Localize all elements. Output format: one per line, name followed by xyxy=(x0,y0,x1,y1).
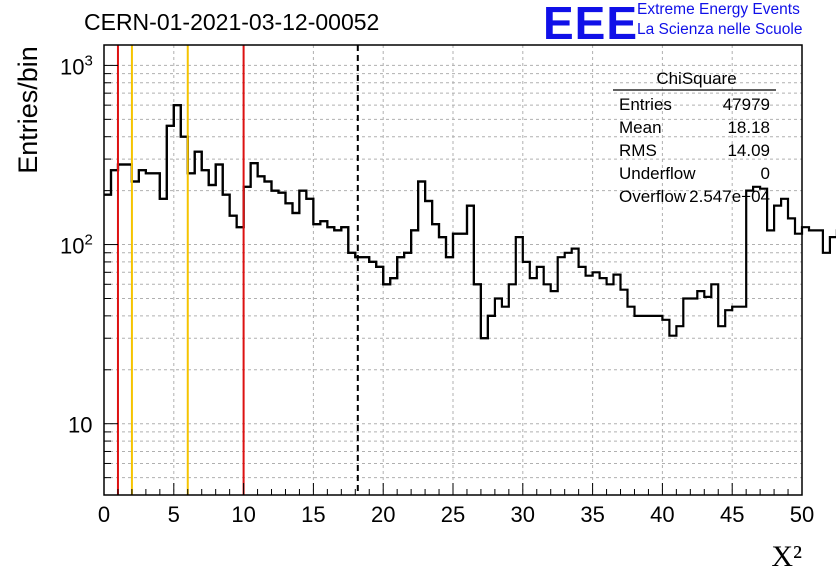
eee-logo: EEE xyxy=(543,0,639,49)
x-tick-label: 5 xyxy=(168,502,180,527)
x-tick-label: 30 xyxy=(511,502,535,527)
tick-labels: 0 5 10 15 20 25 30 35 40 45 50 103 102 10 xyxy=(60,52,814,527)
y-tick-label: 10 xyxy=(68,413,92,438)
x-tick-label: 15 xyxy=(301,502,325,527)
grid xyxy=(104,45,802,495)
x-tick-label: 25 xyxy=(441,502,465,527)
x-tick-label: 35 xyxy=(580,502,604,527)
histogram-overlay xyxy=(104,104,495,340)
stats-title: ChiSquare xyxy=(656,69,736,88)
x-tick-label: 40 xyxy=(650,502,674,527)
org-name-line1: Extreme Energy Events xyxy=(637,1,800,18)
stats-value: 14.09 xyxy=(727,141,770,160)
stats-label: RMS xyxy=(619,141,657,160)
stats-value: 18.18 xyxy=(727,118,770,137)
histogram-series xyxy=(104,104,836,340)
stats-label: Underflow xyxy=(619,164,696,183)
stats-label: Overflow xyxy=(619,187,687,206)
y-axis-label: Entries/bin xyxy=(13,46,43,174)
x-tick-label: 50 xyxy=(790,502,814,527)
y-tick-label: 102 xyxy=(60,232,93,259)
x-axis-label: X² xyxy=(771,540,802,572)
axis-ticks xyxy=(103,64,803,496)
x-tick-label: 10 xyxy=(231,502,255,527)
y-tick-label: 103 xyxy=(60,52,93,79)
histogram xyxy=(104,104,836,340)
stats-value: 47979 xyxy=(723,95,770,114)
stats-label: Entries xyxy=(619,95,672,114)
stats-value: 2.547e+04 xyxy=(689,187,770,206)
org-name-line2: La Scienza nelle Scuole xyxy=(637,21,803,38)
stats-label: Mean xyxy=(619,118,662,137)
x-tick-label: 0 xyxy=(98,502,110,527)
stats-value: 0 xyxy=(761,164,770,183)
x-tick-label: 45 xyxy=(720,502,744,527)
x-tick-label: 20 xyxy=(371,502,395,527)
stats-box: ChiSquare Entries 47979 Mean 18.18 RMS 14.09 Un… xyxy=(613,69,776,206)
run-title: CERN-01-2021-03-12-00052 xyxy=(84,9,380,35)
reference-lines xyxy=(116,45,359,495)
